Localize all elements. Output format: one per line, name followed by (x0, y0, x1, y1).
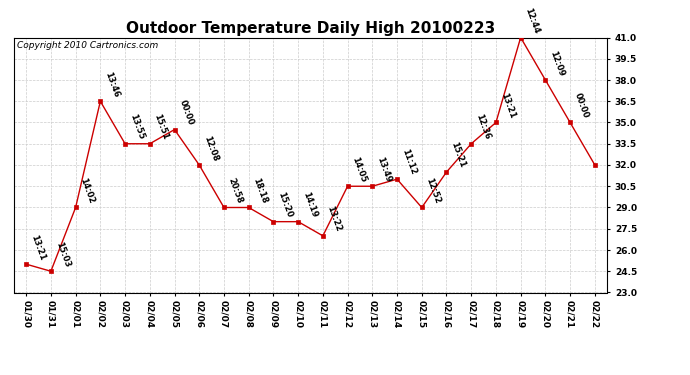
Text: 13:21: 13:21 (499, 92, 516, 120)
Text: 15:03: 15:03 (54, 240, 71, 268)
Text: 12:52: 12:52 (424, 176, 442, 205)
Text: 18:18: 18:18 (251, 177, 269, 205)
Text: Copyright 2010 Cartronics.com: Copyright 2010 Cartronics.com (17, 41, 158, 50)
Text: 14:19: 14:19 (301, 190, 319, 219)
Title: Outdoor Temperature Daily High 20100223: Outdoor Temperature Daily High 20100223 (126, 21, 495, 36)
Text: 11:12: 11:12 (400, 148, 417, 176)
Text: 00:00: 00:00 (573, 92, 591, 120)
Text: 13:22: 13:22 (326, 205, 343, 233)
Text: 14:05: 14:05 (351, 155, 368, 183)
Text: 14:02: 14:02 (79, 177, 96, 205)
Text: 13:46: 13:46 (103, 70, 121, 99)
Text: 12:09: 12:09 (548, 49, 566, 77)
Text: 13:55: 13:55 (128, 113, 146, 141)
Text: 15:21: 15:21 (449, 141, 467, 169)
Text: 00:00: 00:00 (177, 99, 195, 127)
Text: 12:44: 12:44 (524, 6, 541, 35)
Text: 20:58: 20:58 (227, 177, 244, 205)
Text: 15:51: 15:51 (152, 112, 170, 141)
Text: 12:36: 12:36 (474, 113, 491, 141)
Text: 13:21: 13:21 (29, 233, 46, 261)
Text: 15:20: 15:20 (276, 190, 294, 219)
Text: 13:49: 13:49 (375, 155, 393, 183)
Text: 12:08: 12:08 (202, 134, 219, 162)
